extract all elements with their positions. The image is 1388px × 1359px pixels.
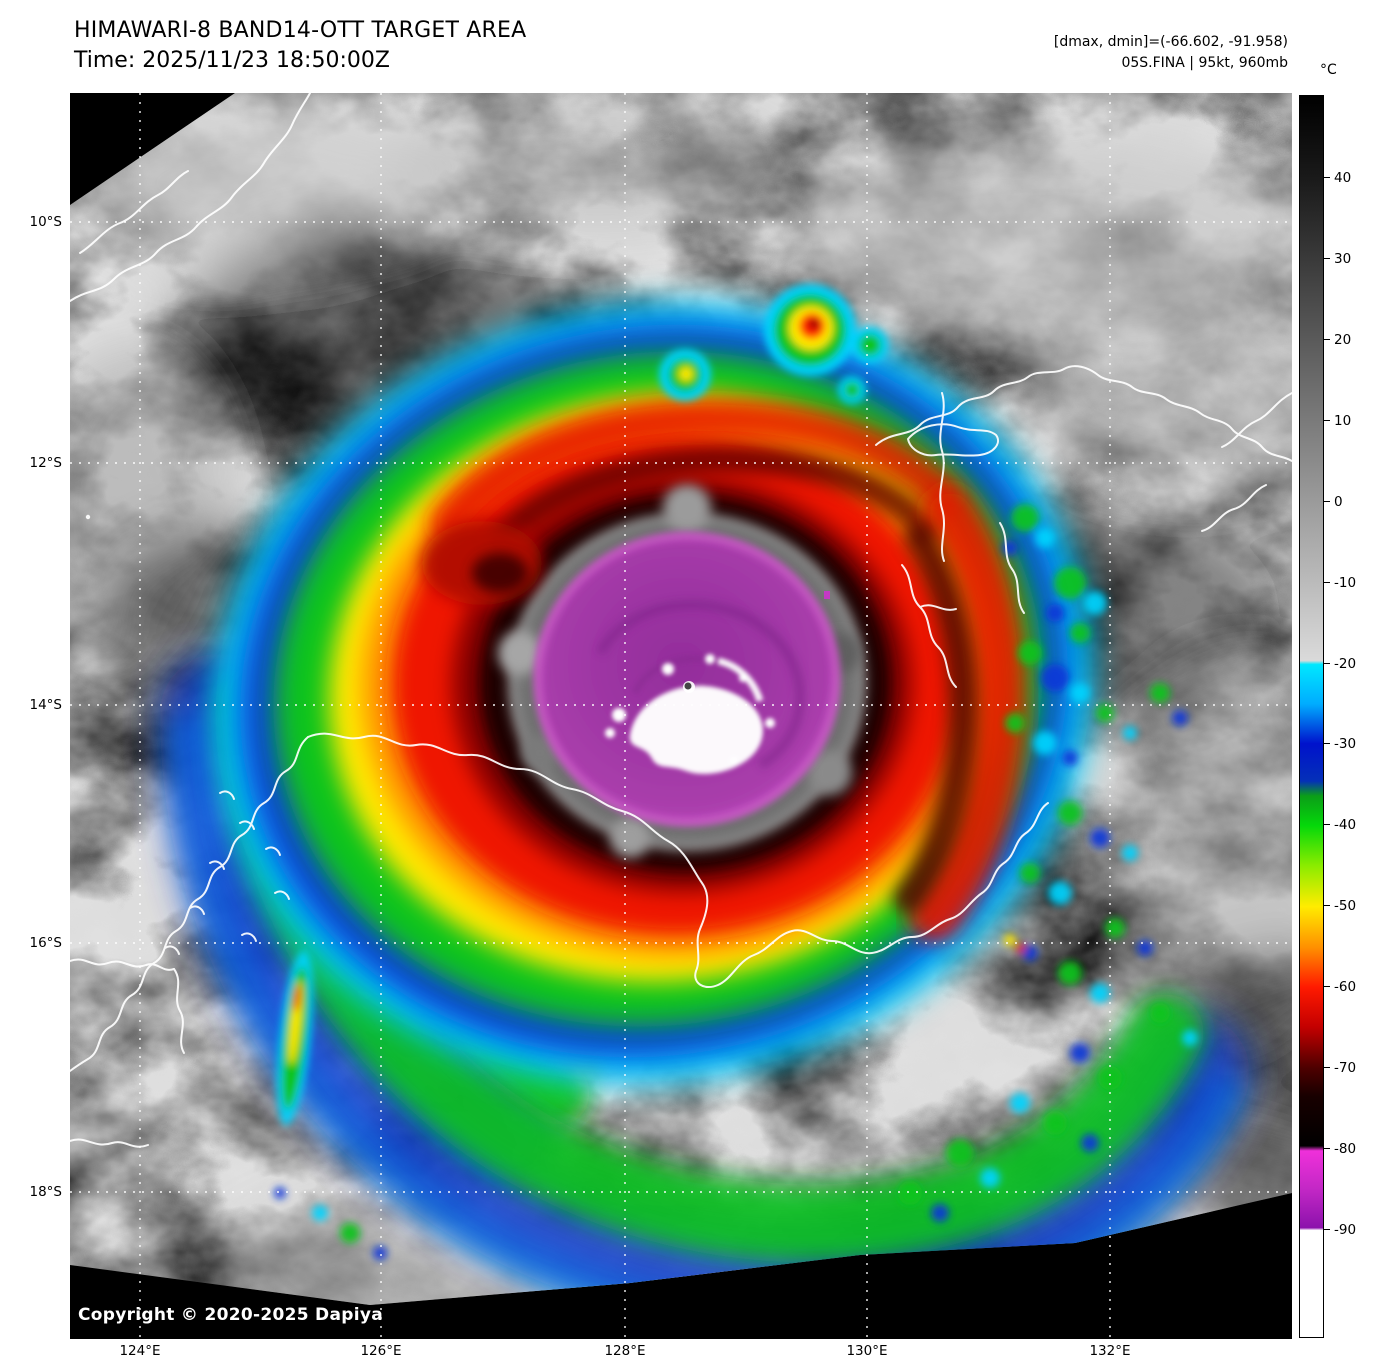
colorbar-tick-mark [1324,1148,1330,1150]
colorbar-tick-mark [1324,581,1330,583]
colorbar-gradient [1299,95,1324,1338]
satellite-map-canvas [70,93,1292,1339]
colorbar-tick-mark [1324,986,1330,988]
colorbar-tick-label: -40 [1334,817,1357,834]
coastline-north [875,365,1292,462]
colorbar-tick-label: -50 [1334,898,1357,915]
coastlines [70,93,1292,1148]
lat-label: 14°S [29,697,63,713]
colorbar-tick-mark [1324,419,1330,421]
colorbar-tick-mark [1324,1228,1330,1230]
lon-label: 128°E [604,1343,646,1359]
colorbar-tick-label: -70 [1334,1060,1357,1077]
colorbar-tick-label: -80 [1334,1141,1357,1158]
convective-streak-southwest [276,950,314,1126]
colorbar-tick-mark [1324,743,1330,745]
colorbar-tick-label: -30 [1334,736,1357,753]
lat-label: 16°S [29,935,63,951]
lon-label: 124°E [119,1343,161,1359]
colorbar-tick-mark [1324,662,1330,664]
convective-cells-north [659,284,888,404]
copyright-text: Copyright © 2020-2025 Dapiya [78,1305,383,1325]
colorbar-tick-label: -10 [1334,574,1357,591]
colorbar-tick-label: -60 [1334,979,1357,996]
lon-label: 132°E [1089,1343,1131,1359]
coastline-kimberley [307,732,1049,989]
lon-label: 126°E [360,1343,402,1359]
colorbar-tick-label: -20 [1334,655,1357,672]
storm-id-readout: 05S.FINA | 95kt, 960mb [1121,55,1288,71]
image-timestamp: Time: 2025/11/23 18:50:00Z [74,48,390,73]
colorbar-tick-mark [1324,338,1330,340]
grid-lines [70,93,1292,1339]
colorbar-tick-label: -90 [1334,1221,1357,1238]
lat-label: 10°S [29,214,63,230]
eyewall-convection-arcs [422,397,1028,941]
colorbar-tick-label: 0 [1334,493,1343,510]
lat-label: 18°S [29,1184,63,1200]
colorbar-tick-label: 30 [1334,250,1352,267]
cold-core [536,534,838,824]
colorbar-tick-mark [1324,905,1330,907]
lon-label: 130°E [846,1343,888,1359]
satellite-map: Copyright © 2020-2025 Dapiya [70,93,1292,1339]
colorbar-tick-mark [1324,824,1330,826]
colorbar-tick-mark [1324,1067,1330,1069]
colorbar-unit-label: °C [1320,62,1337,78]
dmax-dmin-readout: [dmax, dmin]=(-66.602, -91.958) [1053,34,1288,50]
image-title: HIMAWARI-8 BAND14-OTT TARGET AREA [74,18,527,43]
convective-speckles-east [274,504,1198,1260]
lat-label: 12°S [29,455,63,471]
colorbar-tick-label: 20 [1334,331,1352,348]
colorbar-tick-label: 10 [1334,412,1352,429]
colorbar-tick-label: 40 [1334,170,1352,186]
core-swirl [595,599,806,770]
overshooting-tops-white [605,654,775,774]
colorbar-tick-mark [1324,500,1330,502]
coastline-timor [70,93,311,302]
colorbar-tick-mark [1324,257,1330,259]
colorbar-tick-mark [1324,177,1330,178]
